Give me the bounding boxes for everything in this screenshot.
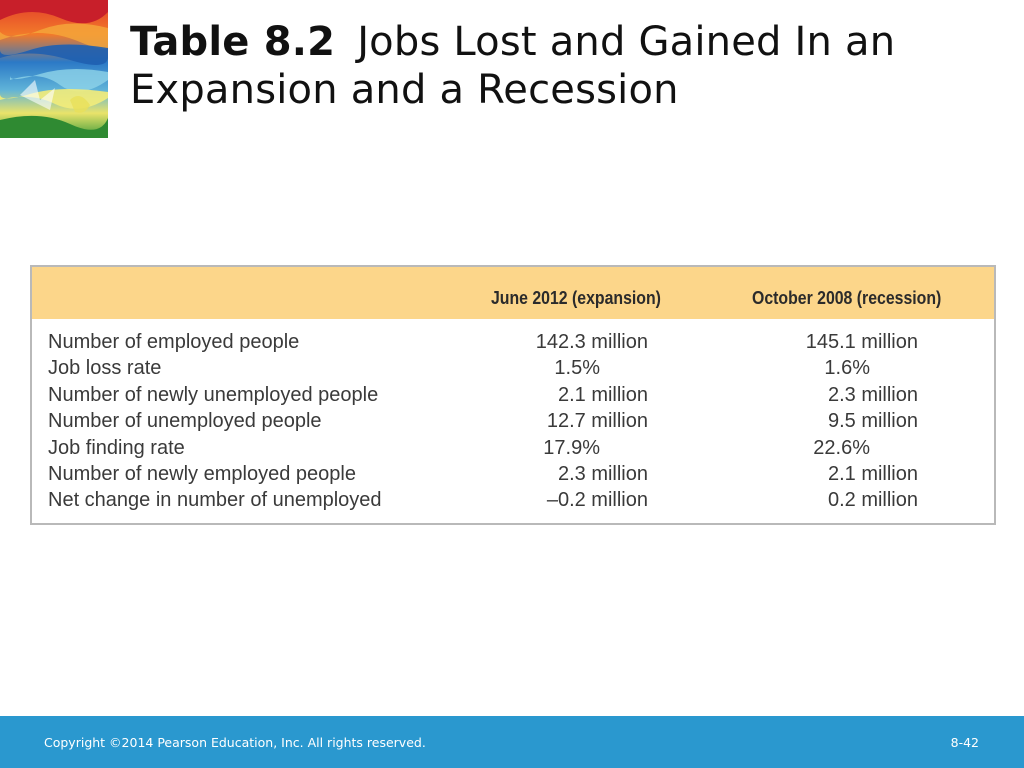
header-october-2008: October 2008 (recession) bbox=[752, 288, 942, 308]
table-row: Number of employed people 142.3 million 14… bbox=[32, 329, 994, 355]
row-value-june-2012: 142.3 million bbox=[535, 331, 648, 353]
table-row: Job loss rate 1.5% 1.6% bbox=[32, 355, 994, 381]
jobs-table: June 2012 (expansion) October 2008 (rece… bbox=[30, 265, 996, 525]
row-value-june-2012: 12.7 million bbox=[546, 410, 648, 433]
row-value-october-2008: 145.1 million bbox=[805, 331, 918, 353]
table-row: Number of unemployed people 12.7 million 9… bbox=[32, 408, 994, 434]
row-value-june-2012: 2.3 million bbox=[557, 462, 648, 485]
footer-bar: Copyright ©2014 Pearson Education, Inc. … bbox=[0, 716, 1024, 768]
row-value-october-2008: 0.2 million bbox=[827, 489, 918, 512]
table-header-row: June 2012 (expansion) October 2008 (rece… bbox=[32, 267, 994, 319]
title-text-line1: Jobs Lost and Gained In an bbox=[357, 19, 896, 65]
copyright-text: Copyright ©2014 Pearson Education, Inc. … bbox=[44, 735, 426, 750]
row-value-june-2012: 2.1 million bbox=[557, 383, 648, 406]
row-value-october-2008: 2.1 million bbox=[827, 462, 918, 485]
row-label: Net change in number of unemployed bbox=[48, 489, 382, 512]
page-number: 8-42 bbox=[950, 735, 979, 750]
title-text-line2: Expansion and a Recession bbox=[130, 67, 679, 113]
row-value-june-2012: 1.5% bbox=[554, 357, 600, 380]
row-value-october-2008: 22.6% bbox=[813, 436, 870, 459]
row-label: Number of unemployed people bbox=[48, 410, 322, 433]
row-value-june-2012: –0.2 million bbox=[546, 489, 648, 512]
row-label: Job loss rate bbox=[48, 357, 162, 380]
table-row: Number of newly unemployed people 2.1 mil… bbox=[32, 382, 994, 408]
abstract-painting-logo-icon bbox=[0, 0, 108, 138]
table-row: Net change in number of unemployed –0.2 m… bbox=[32, 487, 994, 513]
row-label: Job finding rate bbox=[48, 436, 185, 459]
row-value-october-2008: 1.6% bbox=[824, 357, 870, 380]
row-value-october-2008: 9.5 million bbox=[827, 410, 918, 433]
table-row: Job finding rate 17.9% 22.6% bbox=[32, 435, 994, 461]
row-label: Number of newly employed people bbox=[48, 462, 356, 485]
row-value-june-2012: 17.9% bbox=[543, 436, 600, 459]
table-number-label: Table 8.2 bbox=[130, 19, 336, 65]
slide-title: Table 8.2 Jobs Lost and Gained In an Expa… bbox=[130, 18, 1000, 114]
row-label: Number of newly unemployed people bbox=[48, 383, 379, 406]
table-body: Number of employed people 142.3 million 14… bbox=[32, 319, 994, 514]
table-row: Number of newly employed people 2.3 milli… bbox=[32, 461, 994, 487]
header-june-2012: June 2012 (expansion) bbox=[491, 288, 661, 308]
row-label: Number of employed people bbox=[48, 331, 300, 353]
row-value-october-2008: 2.3 million bbox=[827, 383, 918, 406]
